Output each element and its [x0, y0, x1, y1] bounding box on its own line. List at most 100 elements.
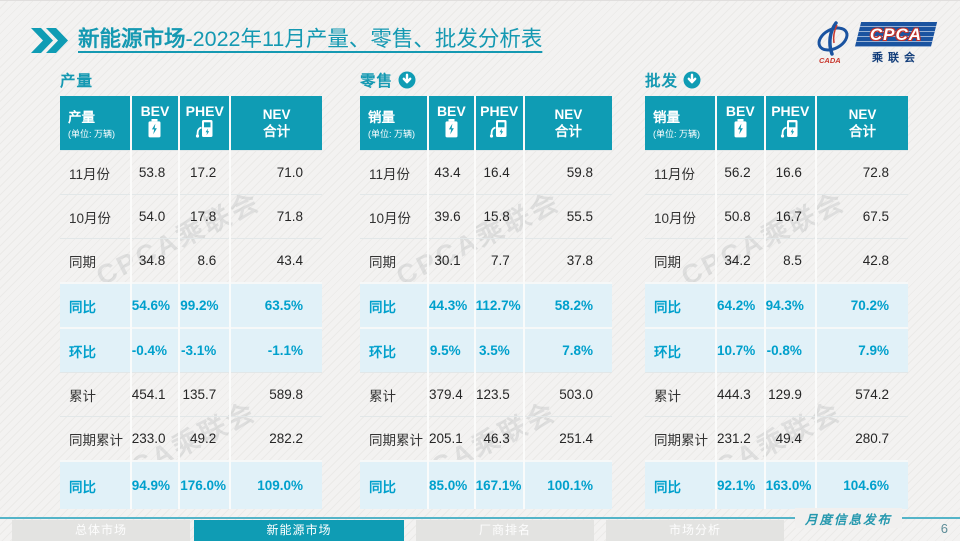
wholesale-table: 销量 (单位: 万辆) BEV PHEV NEV 合计 11月份 56.2 16.6…	[645, 96, 908, 509]
title-bar: 新能源市场-2022年11月产量、零售、批发分析表	[30, 26, 542, 53]
table-row: 累计 379.4 123.5 503.0	[360, 372, 612, 417]
table-row: 11月份 56.2 16.6 72.8	[645, 150, 908, 195]
cell-bev: 64.2%	[715, 282, 765, 328]
row-label: 同期累计	[360, 416, 429, 461]
cpca-logo: CADA CPCA 乘联会	[812, 21, 938, 65]
battery-icon	[148, 118, 161, 137]
section-title-retail: 零售	[360, 73, 394, 90]
cell-nev: 58.2%	[522, 282, 612, 328]
header-phev: PHEV	[473, 96, 524, 151]
cell-phev: 112.7%	[473, 282, 524, 328]
cell-bev: 54.0	[129, 194, 180, 239]
row-label: 11月份	[60, 150, 131, 195]
cell-phev: 8.5	[763, 238, 816, 283]
table-row: 累计 454.1 135.7 589.8	[60, 372, 322, 417]
cell-nev: 43.4	[229, 238, 322, 283]
header-measure: 销量 (单位: 万辆)	[360, 96, 429, 151]
tab-overall-market[interactable]: 总体市场	[12, 520, 190, 541]
cell-bev: 231.2	[715, 416, 765, 461]
header-measure: 产量 (单位: 万辆)	[60, 96, 131, 151]
down-arrow-circle-icon	[398, 71, 416, 89]
row-label: 11月份	[645, 150, 716, 195]
cell-bev: 85.0%	[427, 460, 475, 509]
header-row: 产量 (单位: 万辆) BEV PHEV NEV 合计	[60, 96, 322, 151]
retail-table: 销量 (单位: 万辆) BEV PHEV NEV 合计 11月份 43.4 16.4…	[360, 96, 612, 509]
cell-bev: 43.4	[427, 150, 475, 195]
cell-bev: 39.6	[427, 194, 475, 239]
wholesale-table-section: CPCA乘联会 CPCA乘联会 批发 销量 (单位: 万辆) BEV PHEV	[645, 67, 908, 509]
table-row: 环比 -0.4% -3.1% -1.1%	[60, 327, 322, 373]
cell-phev: 17.8	[178, 194, 231, 239]
cell-phev: -0.8%	[763, 327, 816, 373]
cell-bev: 53.8	[129, 150, 180, 195]
row-label: 累计	[60, 372, 131, 417]
cell-nev: 70.2%	[814, 282, 908, 328]
row-label: 同期	[645, 238, 716, 283]
production-table: 产量 (单位: 万辆) BEV PHEV NEV 合计 11月份 53.8 17.2…	[60, 96, 322, 509]
cell-phev: -3.1%	[178, 327, 231, 373]
row-label: 10月份	[645, 194, 716, 239]
retail-table-section: CPCA乘联会 CPCA乘联会 零售 销量 (单位: 万辆) BEV PHEV	[360, 67, 612, 509]
charger-icon	[781, 119, 798, 138]
cell-phev: 17.2	[178, 150, 231, 195]
cell-phev: 16.6	[763, 150, 816, 195]
row-label: 环比	[645, 327, 716, 373]
page-number: 6	[940, 521, 948, 536]
org-name: 乘联会	[872, 51, 920, 64]
battery-icon	[445, 118, 458, 137]
header-measure: 销量 (单位: 万辆)	[645, 96, 716, 151]
cell-bev: 34.8	[129, 238, 180, 283]
page-title: 新能源市场-2022年11月产量、零售、批发分析表	[78, 26, 542, 52]
cell-phev: 163.0%	[763, 460, 816, 509]
row-label: 10月份	[60, 194, 131, 239]
tab-market-analysis[interactable]: 市场分析	[606, 520, 784, 541]
row-label: 累计	[645, 372, 716, 417]
cell-bev: 44.3%	[427, 282, 475, 328]
table-row: 环比 9.5% 3.5% 7.8%	[360, 327, 612, 373]
tab-nev-market[interactable]: 新能源市场	[194, 520, 404, 541]
cell-phev: 8.6	[178, 238, 231, 283]
charger-icon	[490, 119, 507, 138]
row-label: 同期	[60, 238, 131, 283]
cada-text: CADA	[819, 56, 841, 65]
header-bev: BEV	[427, 96, 475, 151]
row-label: 同比	[360, 282, 429, 328]
cell-bev: 205.1	[427, 416, 475, 461]
cpca-acronym-badge: CPCA	[854, 21, 938, 47]
cell-nev: 109.0%	[229, 460, 322, 509]
battery-icon	[734, 118, 747, 137]
cell-nev: 7.9%	[814, 327, 908, 373]
cell-nev: 7.8%	[522, 327, 612, 373]
row-label: 同比	[360, 460, 429, 509]
footer-divider	[0, 517, 960, 519]
table-row: 同期 34.2 8.5 42.8	[645, 238, 908, 283]
charger-icon	[195, 119, 213, 138]
header-bev: BEV	[715, 96, 765, 151]
row-label: 同期累计	[645, 416, 716, 461]
header-nev: NEV 合计	[814, 96, 908, 151]
table-row: 同比 94.9% 176.0% 109.0%	[60, 460, 322, 509]
row-label: 累计	[360, 372, 429, 417]
tab-oem-ranking[interactable]: 厂商排名	[416, 520, 594, 541]
cell-nev: -1.1%	[229, 327, 322, 373]
cell-nev: 251.4	[522, 416, 612, 461]
row-label: 同比	[60, 282, 131, 328]
row-label: 同期累计	[60, 416, 131, 461]
header-nev: NEV 合计	[522, 96, 612, 151]
production-table-section: CPCA乘联会 CPCA乘联会 产量 产量 (单位: 万辆) BEV PHEV	[60, 67, 322, 509]
cell-phev: 49.4	[763, 416, 816, 461]
cell-nev: 59.8	[522, 150, 612, 195]
cell-phev: 7.7	[473, 238, 524, 283]
cell-nev: 104.6%	[814, 460, 908, 509]
cell-phev: 16.7	[763, 194, 816, 239]
row-label: 10月份	[360, 194, 429, 239]
table-row: 同期累计 233.0 49.2 282.2	[60, 416, 322, 461]
cell-phev: 15.8	[473, 194, 524, 239]
table-row: 11月份 43.4 16.4 59.8	[360, 150, 612, 195]
table-row: 10月份 39.6 15.8 55.5	[360, 194, 612, 239]
header-bev: BEV	[129, 96, 180, 151]
section-title-wholesale: 批发	[645, 73, 679, 90]
row-label: 同比	[60, 460, 131, 509]
cell-bev: 56.2	[715, 150, 765, 195]
section-title-production: 产量	[60, 73, 94, 90]
